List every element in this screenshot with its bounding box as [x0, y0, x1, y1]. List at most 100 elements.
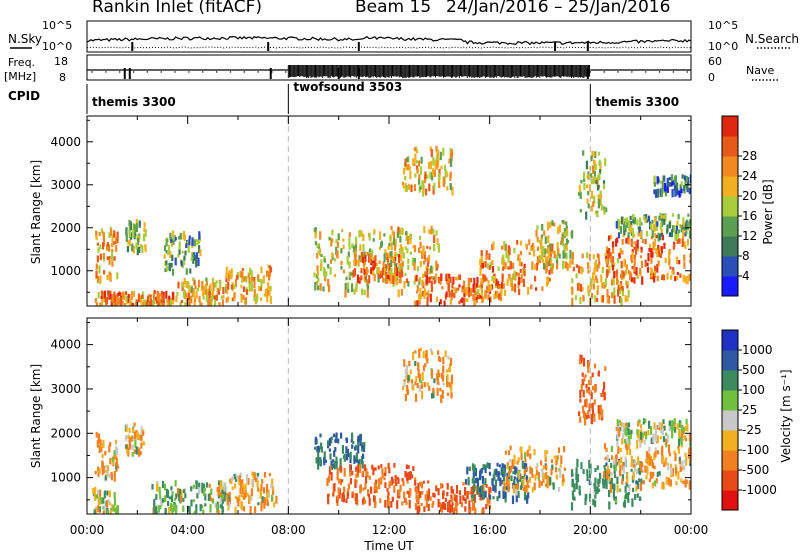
nsky-strip-frame — [86, 20, 692, 53]
data-cell — [403, 381, 406, 388]
data-cell — [387, 491, 390, 496]
data-cell — [556, 455, 559, 460]
data-cell — [620, 271, 623, 280]
data-cell — [128, 225, 131, 234]
data-cell — [416, 290, 419, 294]
data-cell — [586, 252, 589, 259]
data-cell — [243, 276, 247, 282]
data-cell — [131, 452, 134, 457]
data-cell — [618, 460, 621, 467]
data-cell — [551, 263, 554, 269]
data-cell — [535, 262, 538, 271]
data-cell — [435, 260, 438, 268]
data-cell — [408, 499, 411, 509]
data-cell — [581, 405, 585, 414]
data-cell — [592, 254, 595, 260]
nave-dot — [132, 71, 135, 73]
data-cell — [633, 460, 637, 464]
data-cell — [432, 500, 435, 506]
data-cell — [488, 471, 492, 476]
data-cell — [344, 282, 347, 290]
data-cell — [131, 435, 134, 442]
data-cell — [565, 238, 569, 245]
data-cell — [425, 291, 428, 296]
data-cell — [613, 262, 616, 267]
data-cell — [653, 452, 656, 460]
data-cell — [618, 470, 621, 476]
data-cell — [423, 251, 426, 259]
data-cell — [612, 489, 615, 498]
data-cell — [156, 483, 159, 492]
data-cell — [336, 467, 339, 474]
data-cell — [323, 458, 326, 464]
data-cell — [601, 409, 604, 418]
data-cell — [682, 222, 685, 227]
data-cell — [109, 510, 113, 514]
data-cell — [201, 280, 204, 289]
data-cell — [353, 455, 356, 464]
data-cell — [357, 435, 360, 442]
data-cell — [383, 268, 387, 276]
data-cell — [167, 250, 170, 256]
data-cell — [202, 288, 205, 297]
data-cell — [169, 250, 172, 258]
data-cell — [651, 219, 654, 224]
data-cell — [409, 251, 412, 255]
data-cell — [338, 478, 341, 484]
data-cell — [144, 229, 147, 237]
data-cell — [355, 282, 358, 290]
data-cell — [171, 298, 174, 305]
data-cell — [419, 287, 422, 297]
data-cell — [590, 205, 593, 212]
data-cell — [517, 272, 520, 277]
data-cell — [593, 267, 596, 275]
data-cell — [327, 263, 330, 269]
data-cell — [622, 466, 625, 474]
data-cell — [572, 493, 575, 500]
data-cell — [585, 415, 588, 420]
data-cell — [95, 235, 98, 241]
data-cell — [635, 267, 638, 276]
data-cell — [480, 283, 483, 288]
data-cell — [479, 259, 482, 266]
y-tick-label: 3000 — [50, 382, 81, 396]
data-cell — [317, 447, 321, 453]
data-cell — [254, 506, 257, 513]
data-cell — [627, 236, 630, 245]
data-cell — [408, 166, 411, 170]
data-cell — [545, 464, 548, 471]
data-cell — [594, 262, 597, 272]
data-cell — [534, 275, 537, 282]
data-cell — [361, 446, 364, 452]
data-cell — [392, 231, 396, 240]
data-cell — [234, 483, 237, 489]
data-cell — [230, 272, 233, 280]
data-cell — [581, 379, 584, 384]
data-cell — [197, 279, 201, 288]
data-cell — [472, 284, 475, 293]
data-cell — [342, 492, 345, 497]
data-cell — [433, 493, 436, 498]
data-cell — [342, 238, 345, 242]
data-cell — [660, 188, 663, 198]
data-cell — [108, 271, 111, 278]
x-tick-label: 20:00 — [573, 523, 608, 537]
data-cell — [436, 152, 439, 158]
data-cell — [506, 462, 509, 466]
data-cell — [406, 384, 409, 393]
data-cell — [340, 248, 343, 254]
data-cell — [594, 164, 597, 171]
nave-dot — [589, 71, 592, 73]
data-cell — [644, 465, 647, 473]
data-cell — [446, 281, 449, 285]
data-cell — [518, 257, 521, 266]
data-cell — [96, 494, 99, 499]
data-cell — [592, 283, 596, 290]
data-cell — [659, 253, 663, 259]
data-cell — [205, 281, 209, 286]
data-cell — [450, 504, 454, 513]
data-cell — [378, 274, 381, 279]
data-cell — [621, 287, 624, 297]
data-cell — [446, 392, 450, 396]
colorbar-swatch — [722, 430, 738, 451]
